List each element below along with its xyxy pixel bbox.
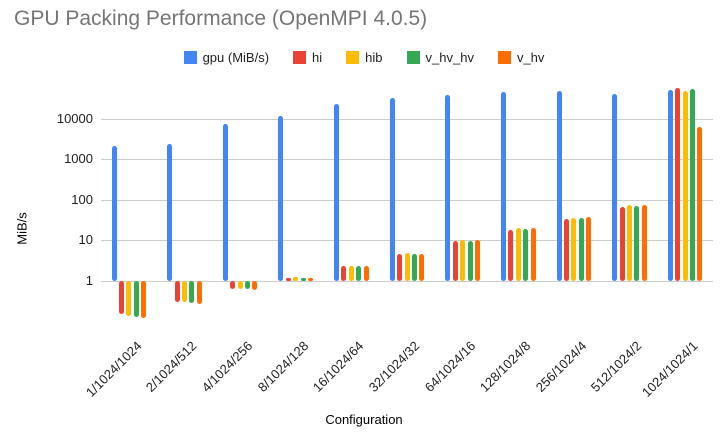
legend-item-hib[interactable]: hib xyxy=(346,49,383,65)
y-tick-label: 10 xyxy=(78,232,93,248)
x-axis-title: Configuration xyxy=(325,412,403,427)
x-tick-label: 16/1024/64 xyxy=(310,338,367,395)
bar[interactable] xyxy=(389,97,395,281)
legend-item-v-hv[interactable]: v_hv xyxy=(497,49,545,65)
bar[interactable] xyxy=(126,281,132,316)
bar[interactable] xyxy=(293,277,299,281)
bar[interactable] xyxy=(252,281,258,290)
bar[interactable] xyxy=(571,217,577,281)
y-tick-label: 100 xyxy=(71,191,93,207)
x-tick-label: 128/1024/8 xyxy=(476,338,534,395)
legend-swatch xyxy=(293,50,307,64)
legend-swatch xyxy=(406,50,420,64)
x-tick-label: 256/1024/4 xyxy=(532,338,590,395)
bar[interactable] xyxy=(181,281,187,303)
chart-title: GPU Packing Performance (OpenMPI 4.0.5) xyxy=(14,7,428,30)
bar[interactable] xyxy=(341,266,347,281)
bar[interactable] xyxy=(118,281,124,315)
legend-swatch xyxy=(497,50,511,64)
bar[interactable] xyxy=(634,205,640,281)
bar[interactable] xyxy=(641,204,647,281)
bar[interactable] xyxy=(419,253,425,281)
bar[interactable] xyxy=(460,240,466,281)
bar[interactable] xyxy=(564,219,569,281)
bar[interactable] xyxy=(348,265,354,281)
legend-swatch xyxy=(183,50,197,64)
bar[interactable] xyxy=(578,217,584,281)
bar[interactable] xyxy=(278,116,284,281)
legend-item-hi[interactable]: hi xyxy=(293,50,322,65)
bar[interactable] xyxy=(189,281,195,304)
bar[interactable] xyxy=(627,204,633,281)
bar[interactable] xyxy=(300,277,306,281)
bar[interactable] xyxy=(230,281,236,289)
legend-label: hi xyxy=(312,49,323,65)
bar[interactable] xyxy=(586,217,592,281)
bar[interactable] xyxy=(411,254,417,281)
bar[interactable] xyxy=(619,206,625,281)
bar[interactable] xyxy=(167,143,173,281)
bar[interactable] xyxy=(445,94,451,281)
bar[interactable] xyxy=(523,229,529,281)
legend-item-v-hv-hv[interactable]: v_hv_hv xyxy=(406,49,474,65)
bar[interactable] xyxy=(141,281,147,318)
bar[interactable] xyxy=(612,93,618,281)
bar[interactable] xyxy=(196,281,202,305)
x-tick-label: 1024/1024/1 xyxy=(638,338,701,400)
legend-label: hib xyxy=(365,49,383,65)
bar[interactable] xyxy=(237,281,243,289)
gridline xyxy=(101,281,713,282)
legend: gpu (MiB/s) hi hib v_hv_hv v_hv xyxy=(0,48,728,66)
gridline xyxy=(101,199,713,201)
bar[interactable] xyxy=(404,253,410,281)
bar[interactable] xyxy=(356,266,362,281)
bar[interactable] xyxy=(667,89,673,281)
legend-label: v_hv_hv xyxy=(425,49,474,65)
x-tick-label: 32/1024/32 xyxy=(365,338,423,395)
y-tick-label: 1000 xyxy=(64,151,93,167)
x-tick-label: 512/1024/2 xyxy=(588,338,645,395)
bar[interactable] xyxy=(174,281,180,303)
bar[interactable] xyxy=(334,103,340,281)
gridline xyxy=(101,159,713,161)
y-tick-label: 1 xyxy=(85,273,93,288)
bar[interactable] xyxy=(675,87,681,281)
legend-label: gpu (MiB/s) xyxy=(202,49,270,65)
x-tick-label: 1/1024/1024 xyxy=(82,338,145,400)
bar[interactable] xyxy=(556,90,562,281)
legend-item-gpu-mib-s-[interactable]: gpu (MiB/s) xyxy=(183,49,270,65)
gridline xyxy=(101,240,713,242)
bar[interactable] xyxy=(397,254,403,281)
bar[interactable] xyxy=(530,228,536,281)
bar[interactable] xyxy=(133,281,139,317)
bar[interactable] xyxy=(508,230,514,281)
bar[interactable] xyxy=(308,277,314,281)
bar[interactable] xyxy=(515,228,521,281)
y-tick-label: 10000 xyxy=(56,110,93,126)
x-tick-label: 4/1024/256 xyxy=(198,338,256,395)
x-tick-label: 8/1024/128 xyxy=(254,338,312,395)
gridline xyxy=(101,118,713,120)
bar[interactable] xyxy=(697,126,703,281)
x-tick-label: 2/1024/512 xyxy=(143,338,200,395)
bar[interactable] xyxy=(244,281,250,290)
bar[interactable] xyxy=(285,277,291,281)
y-axis-title: MiB/s xyxy=(14,212,30,245)
bar[interactable] xyxy=(690,88,696,281)
bar[interactable] xyxy=(222,123,228,281)
bar[interactable] xyxy=(500,92,506,281)
bar[interactable] xyxy=(363,266,369,281)
bar[interactable] xyxy=(682,90,688,281)
bar[interactable] xyxy=(474,240,480,281)
bar[interactable] xyxy=(467,240,473,281)
x-tick-label: 64/1024/16 xyxy=(421,338,478,395)
legend-label: v_hv xyxy=(516,49,545,65)
legend-swatch xyxy=(346,50,360,64)
bar[interactable] xyxy=(452,241,458,281)
bar[interactable] xyxy=(111,146,117,281)
